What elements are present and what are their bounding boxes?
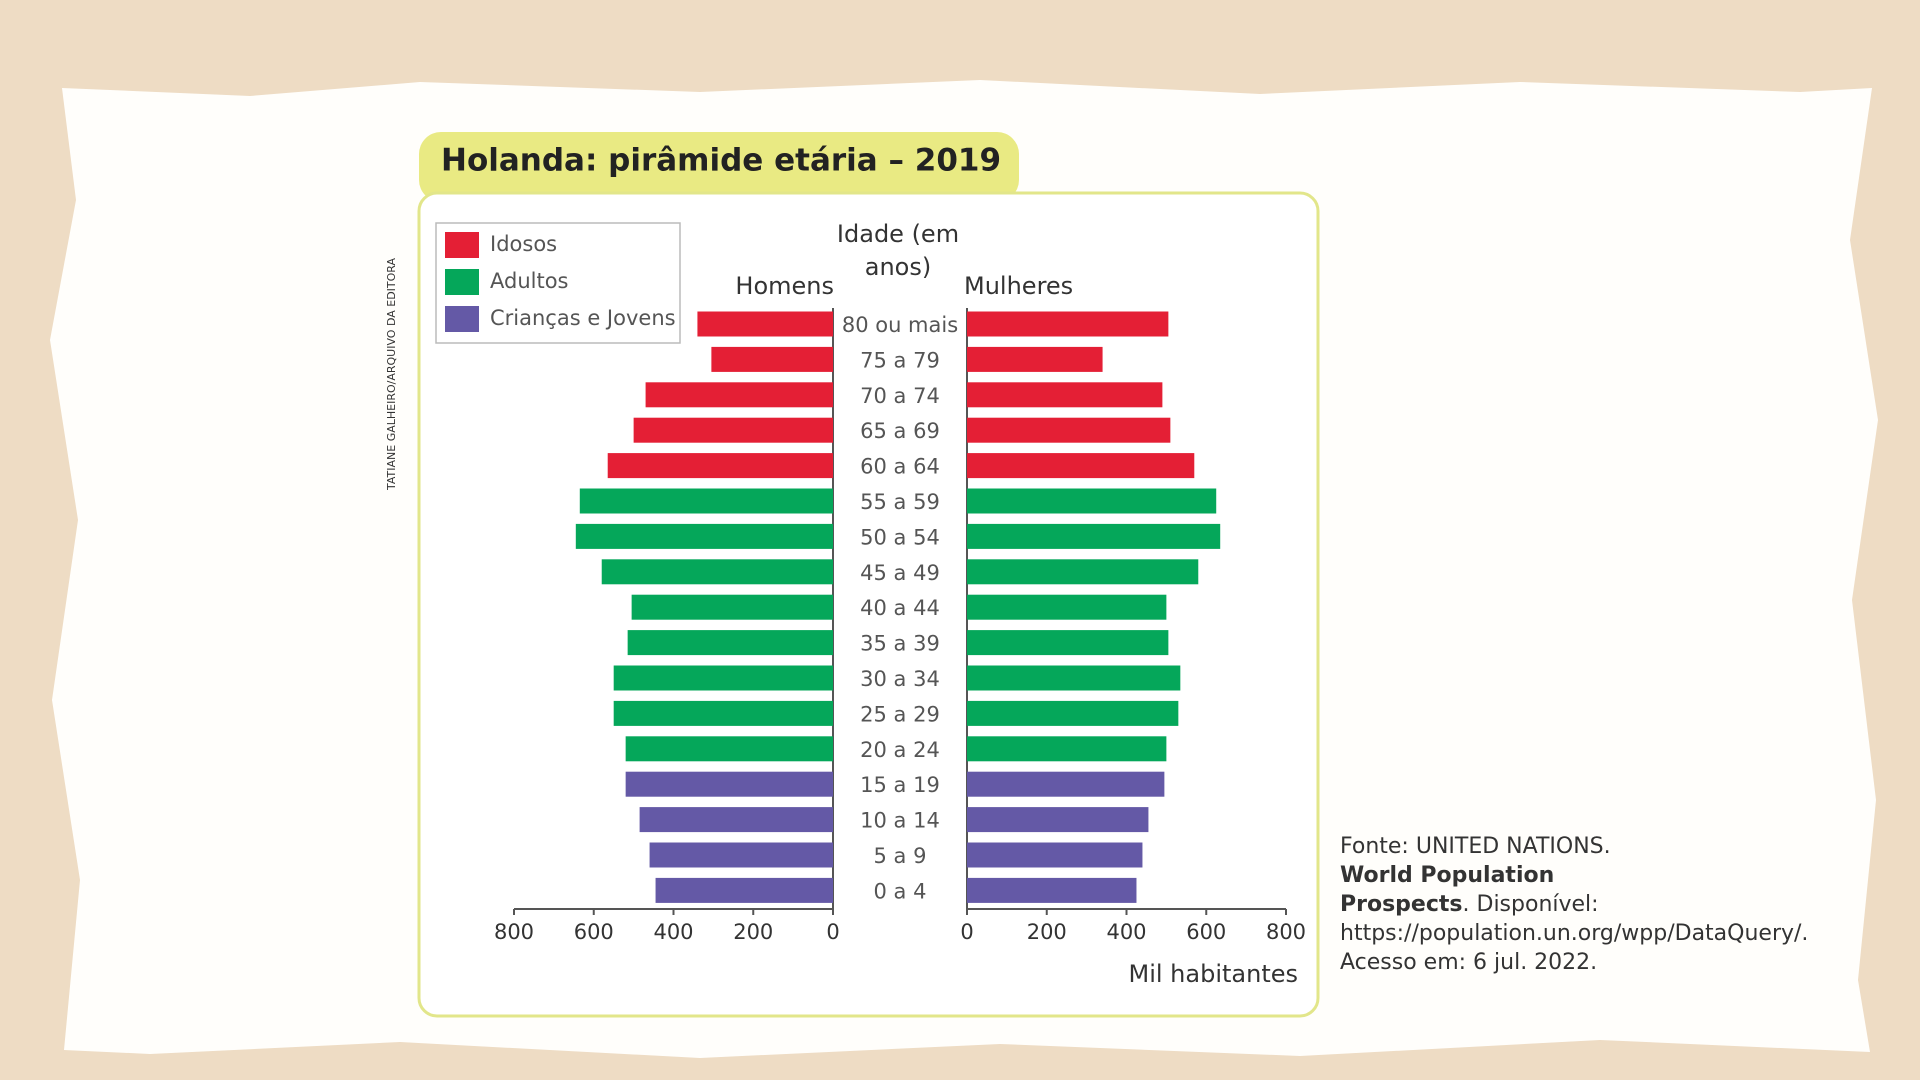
- bar-women: [967, 771, 1165, 797]
- bar-men: [633, 417, 833, 443]
- bar-women: [967, 807, 1149, 833]
- bar-women: [967, 630, 1169, 656]
- title-tab: [419, 132, 1019, 202]
- source-suffix: . Disponível: https://population.un.org/…: [1340, 892, 1809, 975]
- bar-men: [711, 346, 833, 372]
- legend-swatch: [445, 232, 479, 258]
- category-label: 15 a 19: [860, 773, 940, 797]
- bar-men: [579, 488, 833, 514]
- bar-men: [649, 842, 833, 868]
- legend-label: Adultos: [490, 269, 569, 293]
- legend-label: Crianças e Jovens: [490, 306, 676, 330]
- x-tick-label: 200: [733, 920, 773, 944]
- chart-title: Holanda: pirâmide etária – 2019: [441, 143, 1001, 179]
- x-tick-label: 200: [1027, 920, 1067, 944]
- bar-men: [655, 877, 833, 903]
- x-tick-label: 800: [1266, 920, 1306, 944]
- right-label: Mulheres: [964, 272, 1073, 300]
- category-label: 30 a 34: [860, 667, 940, 691]
- x-tick-label: 600: [574, 920, 614, 944]
- source-bold: World Population Prospects: [1340, 863, 1555, 917]
- category-label: 0 a 4: [874, 879, 927, 903]
- category-label: 55 a 59: [860, 490, 940, 514]
- bar-men: [627, 630, 833, 656]
- x-tick-label: 400: [653, 920, 693, 944]
- bar-women: [967, 382, 1163, 408]
- bar-men: [645, 382, 833, 408]
- bar-women: [967, 665, 1181, 691]
- source: Fonte: UNITED NATIONS. World Population …: [1340, 832, 1808, 977]
- x-tick-label: 0: [826, 920, 839, 944]
- bar-women: [967, 559, 1199, 585]
- bar-men: [601, 559, 833, 585]
- bar-men: [613, 665, 833, 691]
- category-label: 20 a 24: [860, 738, 940, 762]
- bar-women: [967, 523, 1221, 549]
- bar-men: [697, 311, 833, 337]
- bar-men: [625, 771, 833, 797]
- category-label: 5 a 9: [874, 844, 927, 868]
- category-label: 25 a 29: [860, 702, 940, 726]
- x-tick-label: 800: [494, 920, 534, 944]
- category-label: 60 a 64: [860, 455, 940, 479]
- bar-women: [967, 594, 1167, 620]
- bar-women: [967, 877, 1137, 903]
- credit: TATIANE GALHEIRO/ARQUIVO DA EDITORA: [385, 258, 398, 491]
- category-label: 75 a 79: [860, 348, 940, 372]
- category-label: 80 ou mais: [842, 313, 958, 337]
- y-label: Idade (em anos): [836, 220, 960, 281]
- bar-men: [575, 523, 833, 549]
- bar-women: [967, 700, 1179, 726]
- x-tick-label: 400: [1106, 920, 1146, 944]
- bar-women: [967, 311, 1169, 337]
- left-label: Homens: [735, 272, 834, 300]
- bar-women: [967, 842, 1143, 868]
- category-label: 70 a 74: [860, 384, 940, 408]
- bar-men: [631, 594, 833, 620]
- category-label: 50 a 54: [860, 525, 940, 549]
- bar-women: [967, 453, 1195, 479]
- category-label: 40 a 44: [860, 596, 940, 620]
- category-label: 10 a 14: [860, 809, 940, 833]
- bar-men: [607, 453, 833, 479]
- bar-men: [625, 736, 833, 762]
- legend-swatch: [445, 306, 479, 332]
- bar-men: [613, 700, 833, 726]
- bar-women: [967, 346, 1103, 372]
- category-label: 65 a 69: [860, 419, 940, 443]
- source-prefix: Fonte: UNITED NATIONS.: [1340, 834, 1611, 859]
- x-tick-label: 0: [960, 920, 973, 944]
- bar-women: [967, 488, 1217, 514]
- category-label: 45 a 49: [860, 561, 940, 585]
- x-tick-label: 600: [1186, 920, 1226, 944]
- x-label: Mil habitantes: [1129, 960, 1299, 988]
- category-label: 35 a 39: [860, 632, 940, 656]
- bar-women: [967, 736, 1167, 762]
- bar-men: [639, 807, 833, 833]
- legend-label: Idosos: [490, 232, 557, 256]
- bar-women: [967, 417, 1171, 443]
- legend-swatch: [445, 269, 479, 295]
